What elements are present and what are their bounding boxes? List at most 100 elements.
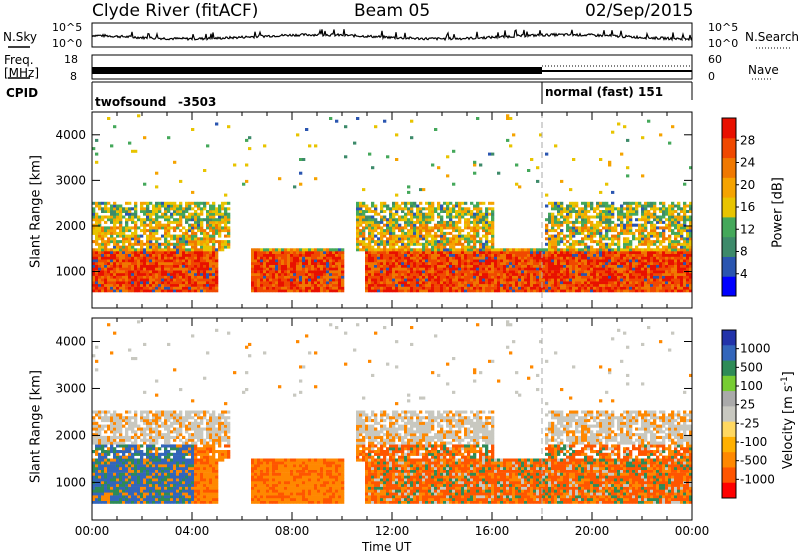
power-cell: [584, 220, 588, 224]
power-cell: [263, 270, 267, 274]
power-cell: [104, 253, 108, 257]
power-cell: [257, 275, 261, 279]
power-cell: [596, 289, 600, 293]
power-cell: [620, 218, 624, 222]
power-cell: [440, 289, 444, 293]
power-cell: [491, 234, 495, 238]
power-cell: [368, 286, 372, 290]
power-cell: [302, 259, 306, 263]
power-cell: [590, 229, 594, 233]
power-cell: [149, 215, 153, 219]
power-cell: [569, 234, 573, 238]
power-cell: [470, 220, 474, 224]
power-cell: [359, 223, 363, 227]
power-cell: [491, 220, 495, 224]
power-cell: [110, 220, 114, 224]
power-cell: [671, 289, 675, 293]
power-cell: [386, 220, 390, 224]
power-cell: [125, 237, 129, 241]
power-cell: [584, 278, 588, 282]
power-cell: [449, 245, 453, 249]
power-cell: [407, 275, 411, 279]
power-cell: [323, 262, 327, 265]
power-cell: [107, 289, 111, 293]
power-cell: [203, 262, 207, 265]
power-cell: [482, 283, 486, 287]
power-cell: [200, 245, 204, 249]
power-cell: [377, 245, 381, 249]
power-cell: [638, 270, 642, 274]
power-cell: [467, 207, 471, 211]
power-cell: [551, 281, 555, 285]
power-cell: [134, 289, 138, 293]
power-cell: [191, 264, 195, 268]
power-cell: [497, 267, 501, 271]
power-cell: [197, 253, 201, 257]
power-cell: [128, 262, 132, 265]
power-cell: [290, 253, 294, 257]
power-cell: [644, 281, 648, 285]
power-cell: [320, 278, 324, 282]
power-cell: [614, 275, 618, 279]
power-cell: [416, 240, 420, 244]
power-cell: [140, 229, 144, 233]
power-cell: [194, 245, 198, 249]
power-cell: [383, 242, 387, 246]
power-cell: [113, 289, 117, 293]
power-cell: [647, 286, 651, 290]
power-cell: [641, 289, 645, 293]
power-cell: [197, 215, 201, 219]
power-cell: [101, 242, 105, 246]
power-cell: [191, 128, 195, 131]
power-cell: [278, 283, 282, 287]
power-cell: [410, 289, 414, 293]
power-cell: [581, 259, 585, 263]
power-cell: [425, 223, 429, 227]
power-cell: [383, 253, 387, 257]
power-cell: [179, 281, 183, 285]
power-cell: [431, 286, 435, 290]
power-cell: [257, 248, 261, 252]
power-cell: [395, 218, 399, 222]
power-cell: [422, 275, 426, 279]
power-cell: [671, 207, 675, 211]
power-cell: [458, 259, 462, 263]
power-cell: [629, 207, 633, 211]
power-cell: [200, 270, 204, 274]
power-cell: [635, 201, 639, 205]
power-cell: [575, 270, 579, 274]
power-cell: [500, 256, 504, 260]
power-cell: [512, 256, 516, 260]
power-cell: [149, 275, 153, 279]
power-cell: [185, 240, 189, 244]
power-cell: [437, 234, 441, 238]
power-cell: [593, 256, 597, 260]
power-cell: [422, 264, 426, 268]
power-cell: [668, 234, 672, 238]
power-cell: [161, 234, 165, 238]
power-cell: [188, 253, 192, 257]
power-cell: [464, 218, 468, 222]
power-cell: [455, 272, 459, 276]
power-cell: [668, 226, 672, 230]
power-cell: [632, 264, 636, 268]
power-cell: [134, 237, 138, 241]
power-cell: [260, 278, 264, 282]
power-cell: [365, 267, 369, 271]
power-cell: [569, 231, 573, 235]
power-cell: [254, 267, 258, 271]
power-cell: [530, 256, 534, 260]
power-cell: [365, 251, 369, 254]
power-cell: [548, 215, 552, 219]
power-cell: [428, 281, 432, 285]
power-cell: [662, 212, 666, 216]
nsky-label: N.Sky: [3, 30, 38, 44]
power-cell: [665, 264, 669, 268]
power-cell: [440, 204, 444, 208]
power-cell: [158, 253, 162, 257]
power-cell: [257, 289, 261, 293]
power-cell: [605, 207, 609, 211]
power-cell: [563, 237, 567, 241]
power-cell: [680, 286, 684, 290]
power-cell: [371, 256, 375, 260]
